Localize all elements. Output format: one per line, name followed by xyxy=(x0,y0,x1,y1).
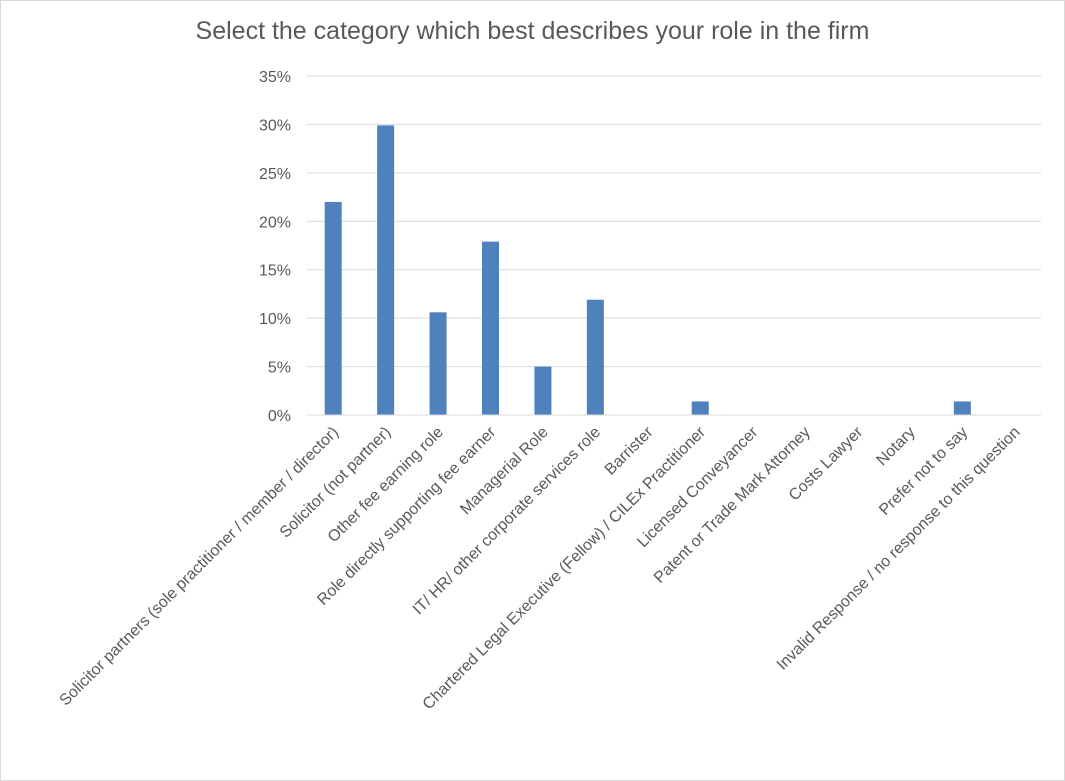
bars xyxy=(324,125,971,415)
y-tick-label: 35% xyxy=(259,69,291,86)
x-category-label: Prefer not to say xyxy=(876,424,971,519)
x-category-label: Managerial Role xyxy=(457,424,551,518)
x-category-label: Solicitor partners (sole practitioner / … xyxy=(57,424,343,710)
y-tick-label: 0% xyxy=(268,408,291,425)
y-tick-label: 10% xyxy=(259,311,291,328)
y-axis-tick-labels: 0% 5% 10% 15% 20% 25% 30% 35% xyxy=(259,69,291,425)
bar xyxy=(377,125,395,415)
bar xyxy=(953,401,971,415)
x-category-label: IT/ HR/ other corporate services role xyxy=(410,424,604,618)
y-tick-label: 30% xyxy=(259,117,291,134)
x-axis-category-labels: Solicitor partners (sole practitioner / … xyxy=(57,423,1024,713)
x-category-label: Notary xyxy=(873,424,918,469)
bar xyxy=(482,241,499,415)
y-tick-label: 20% xyxy=(259,214,291,231)
bar xyxy=(691,401,709,415)
bar xyxy=(429,312,447,415)
y-tick-label: 25% xyxy=(259,166,291,183)
bar xyxy=(534,366,552,415)
y-tick-label: 5% xyxy=(268,360,291,377)
x-category-label: Invalid Response / no response to this q… xyxy=(774,424,1024,674)
gridlines xyxy=(307,75,1041,368)
x-category-label: Barrister xyxy=(602,423,657,478)
chart-title: Select the category which best describes… xyxy=(195,17,870,45)
bar xyxy=(586,299,604,415)
y-tick-label: 15% xyxy=(259,263,291,280)
bar xyxy=(324,201,342,415)
